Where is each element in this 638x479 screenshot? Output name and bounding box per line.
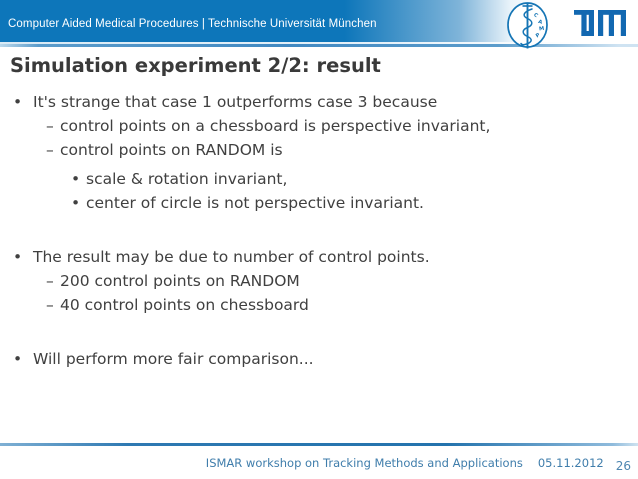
bullet-marker: • [13,350,23,368]
header-title: Computer Aided Medical Procedures | Tech… [8,17,377,30]
footer-divider-line [0,443,638,446]
bullet-marker: – [46,117,54,135]
bullet-text: It's strange that case 1 outperforms cas… [33,93,438,111]
bullet-line: – control points on RANDOM is [0,138,630,162]
footer-conference: ISMAR workshop on Tracking Methods and A… [205,456,523,470]
bullet-text: control points on RANDOM is [60,141,283,159]
bullet-text: scale & rotation invariant, [86,170,288,188]
bullet-marker: • [71,170,81,188]
bullet-text: control points on a chessboard is perspe… [60,117,491,135]
footer: ISMAR workshop on Tracking Methods and A… [205,456,631,473]
bullet-text: The result may be due to number of contr… [33,248,430,266]
camp-letter: C [532,12,539,19]
bullet-marker: • [71,194,81,212]
camp-caduceus-logo: C A M P [507,2,548,49]
bullet-text: 200 control points on RANDOM [60,272,300,290]
bullet-line: • The result may be due to number of cont… [0,245,630,269]
page-number: 26 [615,459,631,473]
bullet-marker: – [46,296,54,314]
camp-letter: P [535,32,542,39]
bullet-line: –40 control points on chessboard [0,293,630,317]
header-light-band [0,42,638,44]
footer-date: 05.11.2012 [537,456,604,470]
bullet-list: • It's strange that case 1 outperforms ca… [0,90,630,371]
bullet-line: –200 control points on RANDOM [0,269,630,293]
bullet-line: • scale & rotation invariant, [0,167,630,191]
camp-letter: M [539,26,545,33]
bullet-text: center of circle is not perspective inva… [86,194,424,212]
bullet-marker: – [46,272,54,290]
page-title: Simulation experiment 2/2: result [10,54,381,77]
snake [520,8,533,46]
tum-logo [574,10,626,36]
bullet-marker: • [13,93,23,111]
camp-letter: A [537,19,543,26]
bullet-text: 40 control points on chessboard [60,296,309,314]
bullet-line: • center of circle is not perspective inv… [0,191,630,215]
bullet-marker: • [13,248,23,266]
bullet-marker: – [46,141,54,159]
bullet-line: • It's strange that case 1 outperforms ca… [0,90,630,114]
bullet-line: • Will perform more fair comparison... [0,347,630,371]
header-underline [0,44,638,47]
bullet-text: Will perform more fair comparison... [33,350,314,368]
bullet-line: – control points on a chessboard is persp… [0,114,630,138]
